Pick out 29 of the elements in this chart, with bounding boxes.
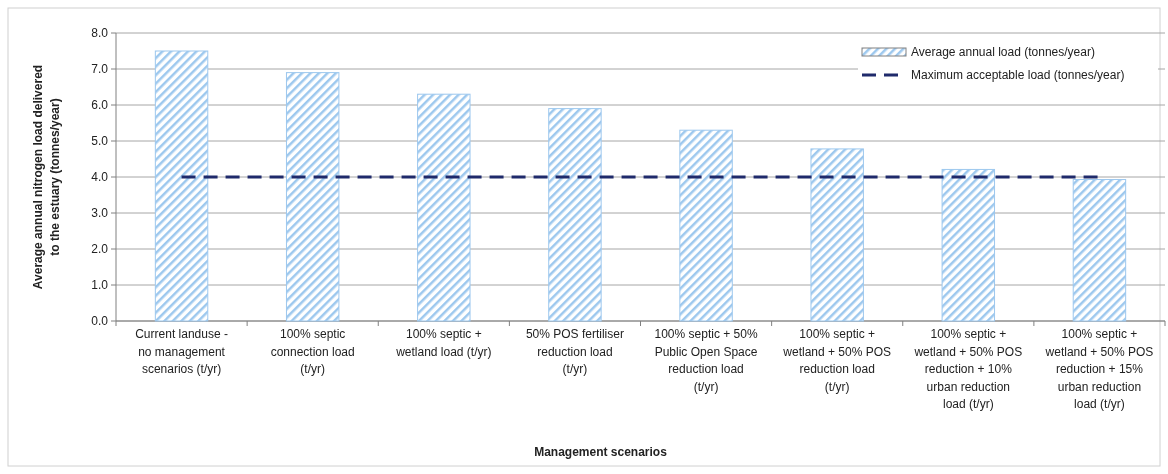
y-tick-label: 0.0 bbox=[91, 314, 109, 329]
y-tick-label: 4.0 bbox=[91, 170, 109, 185]
bar bbox=[679, 129, 733, 322]
x-axis-title: Management scenarios bbox=[534, 445, 668, 459]
y-tick-label: 3.0 bbox=[91, 206, 109, 221]
legend-label: Maximum acceptable load (tonnes/year) bbox=[911, 68, 1125, 83]
y-tick-label: 2.0 bbox=[91, 242, 109, 257]
x-tick-label: 100% septic + wetland + 50% POS reduction + 15% urban reduction load (t/yr) bbox=[1044, 327, 1154, 411]
bar bbox=[548, 108, 602, 322]
bar bbox=[941, 168, 996, 322]
y-tick-label: 7.0 bbox=[91, 62, 109, 77]
x-tick-label: 100% septic + wetland + 50% POS reduction + 10% urban reduction load (t/yr) bbox=[913, 327, 1023, 411]
x-tick-label: 100% septic + wetland load (t/yr) bbox=[395, 327, 492, 359]
x-tick-label: Current landuse - no management scenarios (t/yr) bbox=[135, 327, 228, 376]
legend-label: Average annual load (tonnes/year) bbox=[911, 45, 1095, 60]
y-tick-label: 5.0 bbox=[91, 134, 109, 149]
bar bbox=[285, 72, 340, 322]
y-tick-label: 8.0 bbox=[91, 26, 109, 41]
y-axis-title: Average annual nitrogen load delivered to the estuary (tonnes/year) bbox=[31, 64, 62, 290]
y-tick-label: 6.0 bbox=[91, 98, 109, 113]
bar bbox=[1072, 179, 1127, 322]
x-tick-label: 100% septic + 50% Public Open Space reduction load (t/yr) bbox=[654, 327, 758, 394]
bar bbox=[417, 93, 471, 322]
bar bbox=[810, 148, 864, 322]
x-tick-label: 100% septic + wetland + 50% POS reduction load (t/yr) bbox=[782, 327, 892, 394]
y-tick-label: 1.0 bbox=[91, 278, 109, 293]
bar bbox=[154, 50, 209, 322]
x-tick-label: 100% septic connection load (t/yr) bbox=[270, 327, 355, 376]
x-tick-label: 50% POS fertiliser reduction load (t/yr) bbox=[525, 327, 624, 376]
